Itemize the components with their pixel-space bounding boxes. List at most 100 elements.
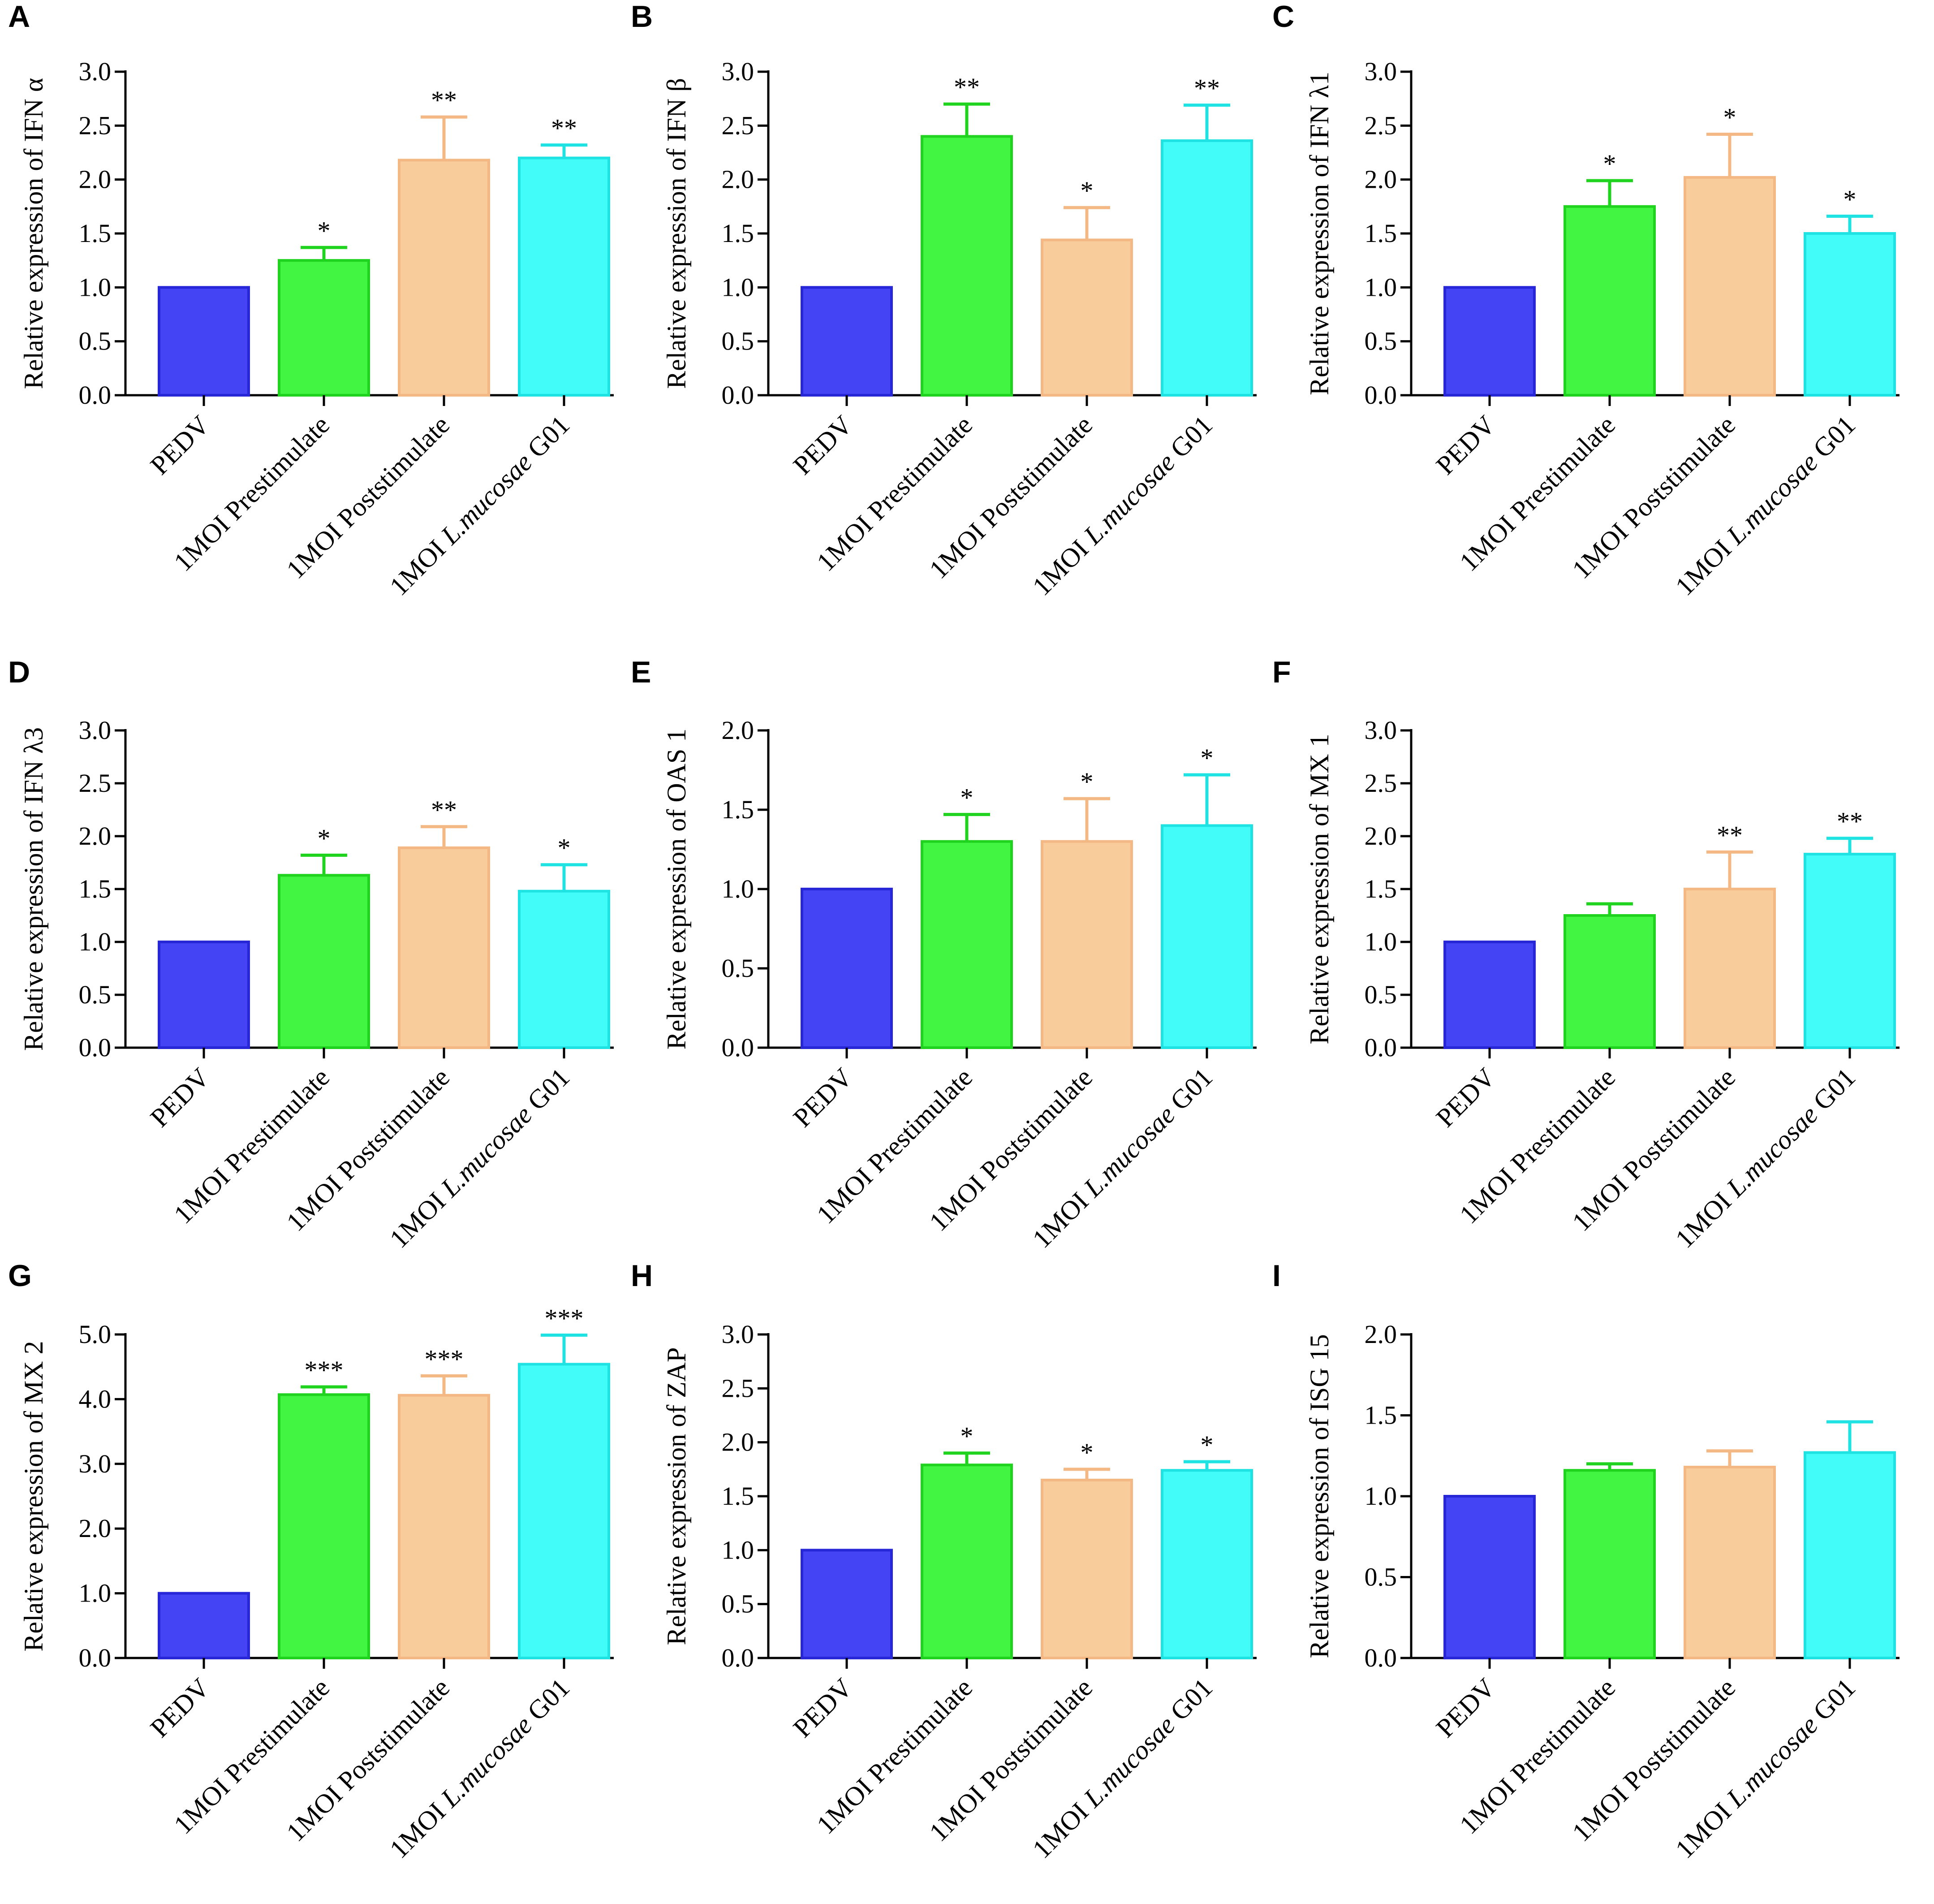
- bar-1: [1564, 205, 1656, 397]
- y-tick-label: 2.5: [722, 111, 754, 140]
- y-tick-label: 2.5: [1365, 111, 1397, 140]
- category-text: 1MOI: [1670, 1792, 1742, 1864]
- y-tick-label: 1.5: [1365, 1401, 1397, 1430]
- bar-1: [278, 259, 370, 397]
- y-tick-label: 3.0: [79, 57, 112, 86]
- y-tick-label: 0.0: [79, 380, 112, 410]
- panel-b: B Relative expression of IFN β 0.0 0.5 1.0 1.…: [631, 0, 1257, 601]
- y-tick-label: 2.0: [79, 165, 112, 194]
- y-tick-label: 1.5: [1365, 219, 1397, 248]
- bar-2: [398, 159, 490, 397]
- y-tick-label: 3.0: [722, 57, 754, 86]
- significance-label: *: [1201, 743, 1214, 773]
- y-tick-label: 3.0: [1365, 57, 1397, 86]
- y-tick-label: 1.5: [79, 219, 112, 248]
- panel-letter: A: [8, 0, 30, 34]
- y-tick-label: 1.5: [722, 795, 754, 824]
- bar-1: [1564, 1469, 1656, 1659]
- y-axis-label: Relative expression of ISG 15: [1305, 1334, 1334, 1658]
- category-text: 1MOI: [1027, 1792, 1099, 1864]
- y-tick-label: 2.5: [79, 111, 112, 140]
- significance-label: **: [551, 114, 577, 143]
- category-species: L.mucosae: [1720, 447, 1823, 550]
- panel-letter: C: [1272, 0, 1294, 34]
- y-tick-label: 0.5: [79, 980, 112, 1009]
- y-tick-label: 3.0: [79, 716, 112, 745]
- category-text: PEDV: [145, 410, 215, 480]
- bar-3: [1804, 853, 1896, 1049]
- bar-3: [518, 889, 610, 1049]
- y-tick-label: 2.0: [1365, 1320, 1397, 1349]
- panel-letter: B: [631, 0, 653, 34]
- significance-label: *: [318, 216, 331, 245]
- category-text: PEDV: [1430, 410, 1501, 480]
- y-tick-label: 0.0: [1365, 1033, 1397, 1062]
- significance-label: *: [1603, 149, 1616, 178]
- category-text: 1MOI: [1670, 1182, 1742, 1254]
- category-text: 1MOI: [384, 1792, 456, 1864]
- bar-2: [1041, 238, 1133, 397]
- bar-2: [398, 846, 490, 1049]
- y-tick-label: 1.0: [1365, 927, 1397, 956]
- bar-2: [1041, 1478, 1133, 1659]
- bar-3: [1161, 139, 1253, 397]
- significance-label: *: [961, 1422, 973, 1451]
- significance-label: ***: [305, 1356, 344, 1385]
- x-category-label: PEDV: [788, 1673, 858, 1743]
- significance-label: *: [1723, 103, 1736, 132]
- x-category-label: PEDV: [1430, 410, 1501, 480]
- x-category-label: PEDV: [788, 410, 858, 480]
- y-tick-label: 1.0: [79, 272, 112, 302]
- y-tick-label: 0.5: [79, 327, 112, 356]
- y-tick-label: 0.0: [79, 1643, 112, 1672]
- x-category-label: PEDV: [145, 1673, 215, 1743]
- y-tick-label: 0.5: [1365, 327, 1397, 356]
- y-tick-label: 0.0: [722, 380, 754, 410]
- category-text: PEDV: [788, 410, 858, 480]
- bar-2: [1684, 176, 1776, 397]
- y-tick-label: 1.0: [1365, 1481, 1397, 1511]
- y-axis-label: Relative expression of IFN λ3: [19, 727, 48, 1051]
- bar-1: [921, 1464, 1013, 1660]
- panel-letter: E: [631, 655, 651, 689]
- panel-c: C Relative expression of IFN λ1 0.0 0.5 1.0 1…: [1272, 0, 1900, 601]
- y-tick-label: 2.0: [79, 821, 112, 851]
- y-tick-label: 3.0: [722, 1320, 754, 1349]
- panel-d: D Relative expression of IFN λ3 0.0 0.5 1.0 1…: [8, 655, 614, 1254]
- bar-0: [801, 888, 893, 1049]
- significance-label: **: [431, 86, 457, 115]
- category-text: PEDV: [1430, 1062, 1501, 1133]
- panel-letter: D: [8, 655, 30, 689]
- x-category-label: PEDV: [1430, 1062, 1501, 1133]
- y-tick-label: 2.0: [722, 716, 754, 745]
- significance-label: **: [954, 73, 980, 102]
- significance-label: *: [1081, 767, 1094, 796]
- y-tick-label: 1.5: [79, 874, 112, 903]
- y-tick-label: 2.5: [722, 1373, 754, 1403]
- y-tick-label: 0.0: [1365, 380, 1397, 410]
- y-tick-label: 3.0: [79, 1449, 112, 1478]
- y-tick-label: 1.5: [722, 1481, 754, 1511]
- bar-0: [1443, 1495, 1536, 1659]
- bar-3: [1804, 232, 1896, 397]
- bar-1: [278, 1393, 370, 1659]
- bar-3: [518, 156, 610, 397]
- category-text: 1MOI: [1670, 529, 1742, 601]
- panel-e: E Relative expression of OAS 1 0.0 0.5 1.0 1.…: [631, 655, 1257, 1254]
- y-axis-label: Relative expression of ZAP: [662, 1347, 691, 1645]
- y-tick-label: 3.0: [1365, 716, 1397, 745]
- y-axis-label: Relative expression of MX 1: [1305, 734, 1334, 1044]
- category-text: PEDV: [1430, 1673, 1501, 1743]
- panel-letter: I: [1272, 1259, 1281, 1293]
- panel-g: G Relative expression of MX 2 0.0 1.0 2.0 3.0…: [8, 1259, 614, 1864]
- significance-label: **: [1837, 807, 1863, 836]
- bar-2: [1684, 888, 1776, 1049]
- significance-label: *: [1201, 1430, 1214, 1459]
- bar-0: [1443, 286, 1536, 397]
- y-tick-label: 0.0: [722, 1033, 754, 1062]
- y-axis-label: Relative expression of IFN λ1: [1305, 72, 1334, 395]
- category-text: PEDV: [788, 1062, 858, 1133]
- bar-3: [1161, 824, 1253, 1049]
- y-tick-label: 1.5: [1365, 874, 1397, 903]
- y-tick-label: 4.0: [79, 1384, 112, 1413]
